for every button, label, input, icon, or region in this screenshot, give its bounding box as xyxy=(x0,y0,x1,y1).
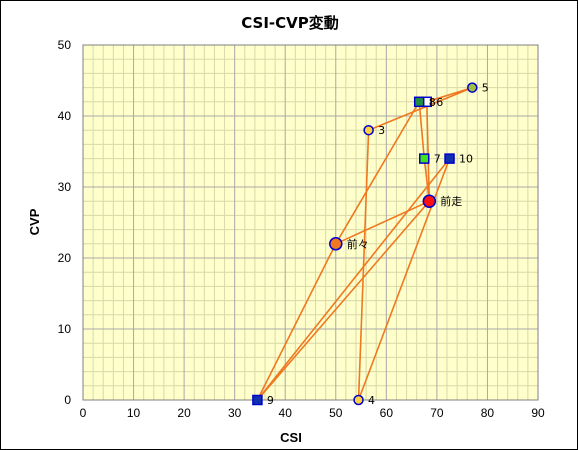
data-point-marker xyxy=(252,394,263,406)
data-point-label: 前々 xyxy=(347,237,369,251)
data-point-marker xyxy=(419,153,430,164)
y-tick-label: 40 xyxy=(58,109,72,123)
series-line-segment xyxy=(418,101,426,159)
data-point-marker xyxy=(444,153,455,164)
data-point-label: 8 xyxy=(429,96,436,109)
y-axis-title: CVP xyxy=(27,208,42,235)
y-tick-label: 50 xyxy=(58,38,72,52)
y-axis-tick-labels: 0 10 20 30 40 50 xyxy=(58,38,72,407)
data-point-label: 10 xyxy=(459,153,473,166)
x-tick-label: 40 xyxy=(279,406,293,420)
data-point-label: 3 xyxy=(378,124,385,137)
plot-border xyxy=(82,44,539,401)
plot-area xyxy=(83,45,538,400)
data-point-label: 5 xyxy=(482,82,489,95)
series-line-segment xyxy=(256,200,430,401)
data-point-label: 6 xyxy=(436,96,443,109)
x-axis-title: CSI xyxy=(280,430,302,445)
series-line-group xyxy=(256,86,473,401)
data-point-marker xyxy=(329,237,343,251)
series-line-segment xyxy=(256,158,451,401)
data-point-label: 7 xyxy=(434,153,441,166)
series-line-segment xyxy=(256,243,337,401)
series-line-segment xyxy=(357,130,370,401)
series-line-segment xyxy=(425,101,431,202)
x-tick-label: 50 xyxy=(329,406,343,420)
x-tick-label: 80 xyxy=(481,406,495,420)
series-line-segment xyxy=(426,86,473,103)
y-tick-label: 20 xyxy=(58,251,72,265)
data-point-label: 4 xyxy=(368,394,375,407)
series-line-segment xyxy=(335,200,430,245)
y-tick-label: 0 xyxy=(64,393,71,407)
x-tick-label: 30 xyxy=(228,406,242,420)
data-point-marker xyxy=(413,96,425,108)
data-point-label: 前走 xyxy=(440,194,462,208)
x-tick-label: 60 xyxy=(380,406,394,420)
x-tick-label: 0 xyxy=(80,406,87,420)
x-tick-label: 90 xyxy=(531,406,545,420)
data-point-marker xyxy=(467,82,478,93)
x-axis-tick-labels: 0 10 20 30 40 50 60 70 80 90 xyxy=(80,406,545,420)
data-point-label: 9 xyxy=(267,394,274,407)
y-tick-label: 30 xyxy=(58,180,72,194)
marker-group xyxy=(252,82,478,406)
chart-title: CSI-CVP変動 xyxy=(241,14,339,32)
data-point-marker xyxy=(422,194,437,208)
series-line-segment xyxy=(368,86,473,131)
x-tick-label: 20 xyxy=(177,406,191,420)
data-point-marker xyxy=(363,124,374,136)
data-point-marker xyxy=(353,394,364,406)
minor-gridlines xyxy=(83,45,538,400)
x-tick-label: 70 xyxy=(430,406,444,420)
series-line-segment xyxy=(335,101,420,245)
y-tick-label: 10 xyxy=(58,322,72,336)
x-tick-label: 10 xyxy=(127,406,141,420)
